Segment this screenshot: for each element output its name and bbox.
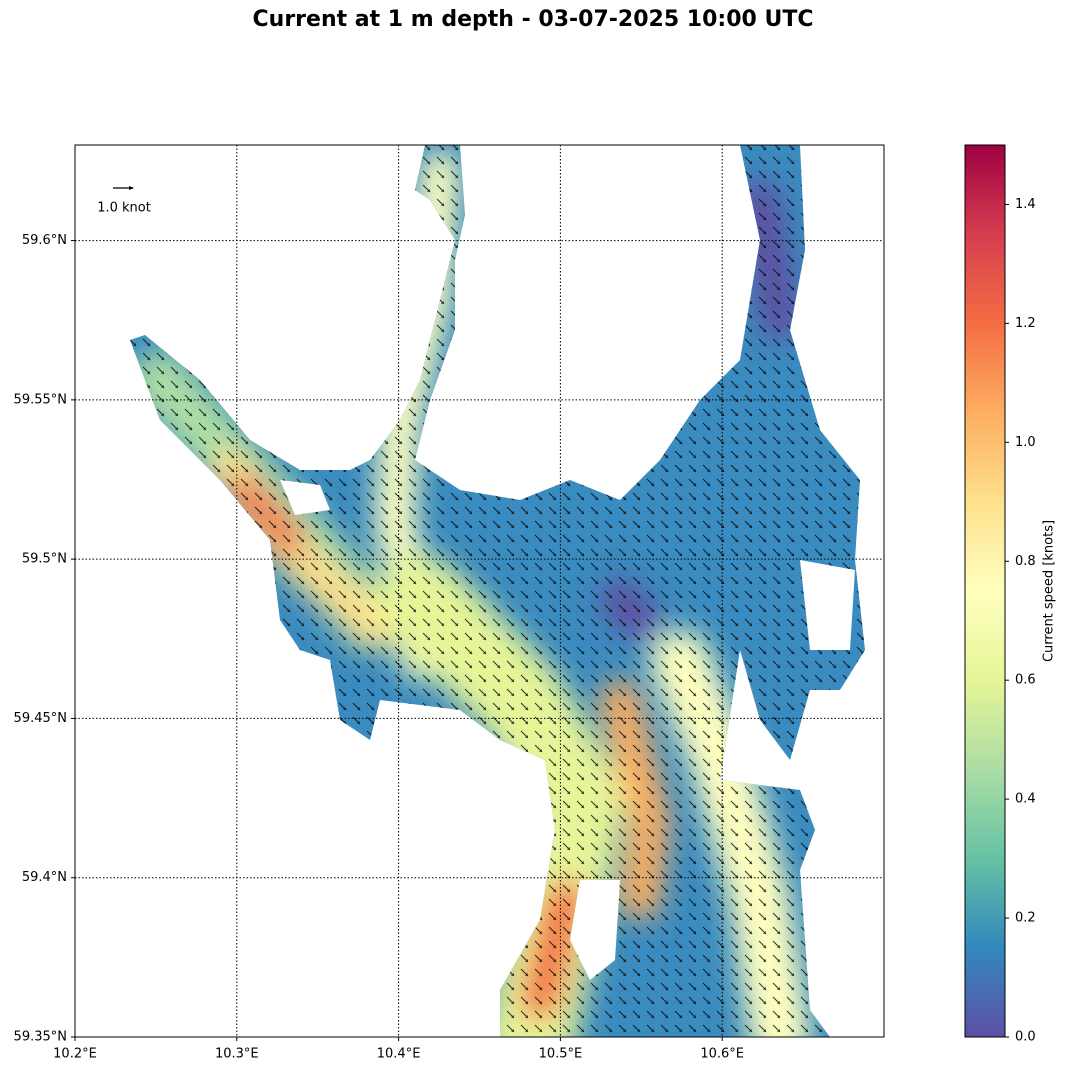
colorbar	[964, 144, 1006, 1038]
y-tick-label: 59.45°N	[14, 711, 67, 726]
x-tick-label: 10.2°E	[53, 1047, 97, 1062]
reference-arrow-head	[129, 186, 134, 190]
reference-arrow-label: 1.0 knot	[97, 201, 151, 216]
colorbar-tick-label: 0.0	[1015, 1030, 1036, 1045]
colorbar-tick-label: 0.2	[1015, 911, 1036, 926]
x-tick-label: 10.3°E	[215, 1047, 259, 1062]
colorbar-tick-label: 1.4	[1015, 197, 1036, 212]
title: Current at 1 m depth - 03-07-2025 10:00 …	[253, 7, 814, 32]
x-tick-label: 10.5°E	[539, 1047, 583, 1062]
x-tick-label: 10.4°E	[377, 1047, 421, 1062]
colorbar-tick-label: 0.8	[1015, 554, 1036, 569]
colorbar-tick-label: 1.0	[1015, 435, 1036, 450]
colorbar-tick-label: 0.4	[1015, 792, 1036, 807]
x-tick-label: 10.6°E	[700, 1047, 744, 1062]
water	[130, 145, 865, 1037]
y-tick-label: 59.5°N	[22, 552, 67, 567]
y-tick-label: 59.35°N	[14, 1030, 67, 1045]
y-tick-label: 59.6°N	[22, 233, 67, 248]
y-tick-label: 59.4°N	[22, 870, 67, 885]
colorbar-tick-label: 1.2	[1015, 316, 1036, 331]
y-tick-label: 59.55°N	[14, 392, 67, 407]
colorbar-label: Current speed [knots]	[1042, 520, 1057, 662]
colorbar-tick-label: 0.6	[1015, 673, 1036, 688]
